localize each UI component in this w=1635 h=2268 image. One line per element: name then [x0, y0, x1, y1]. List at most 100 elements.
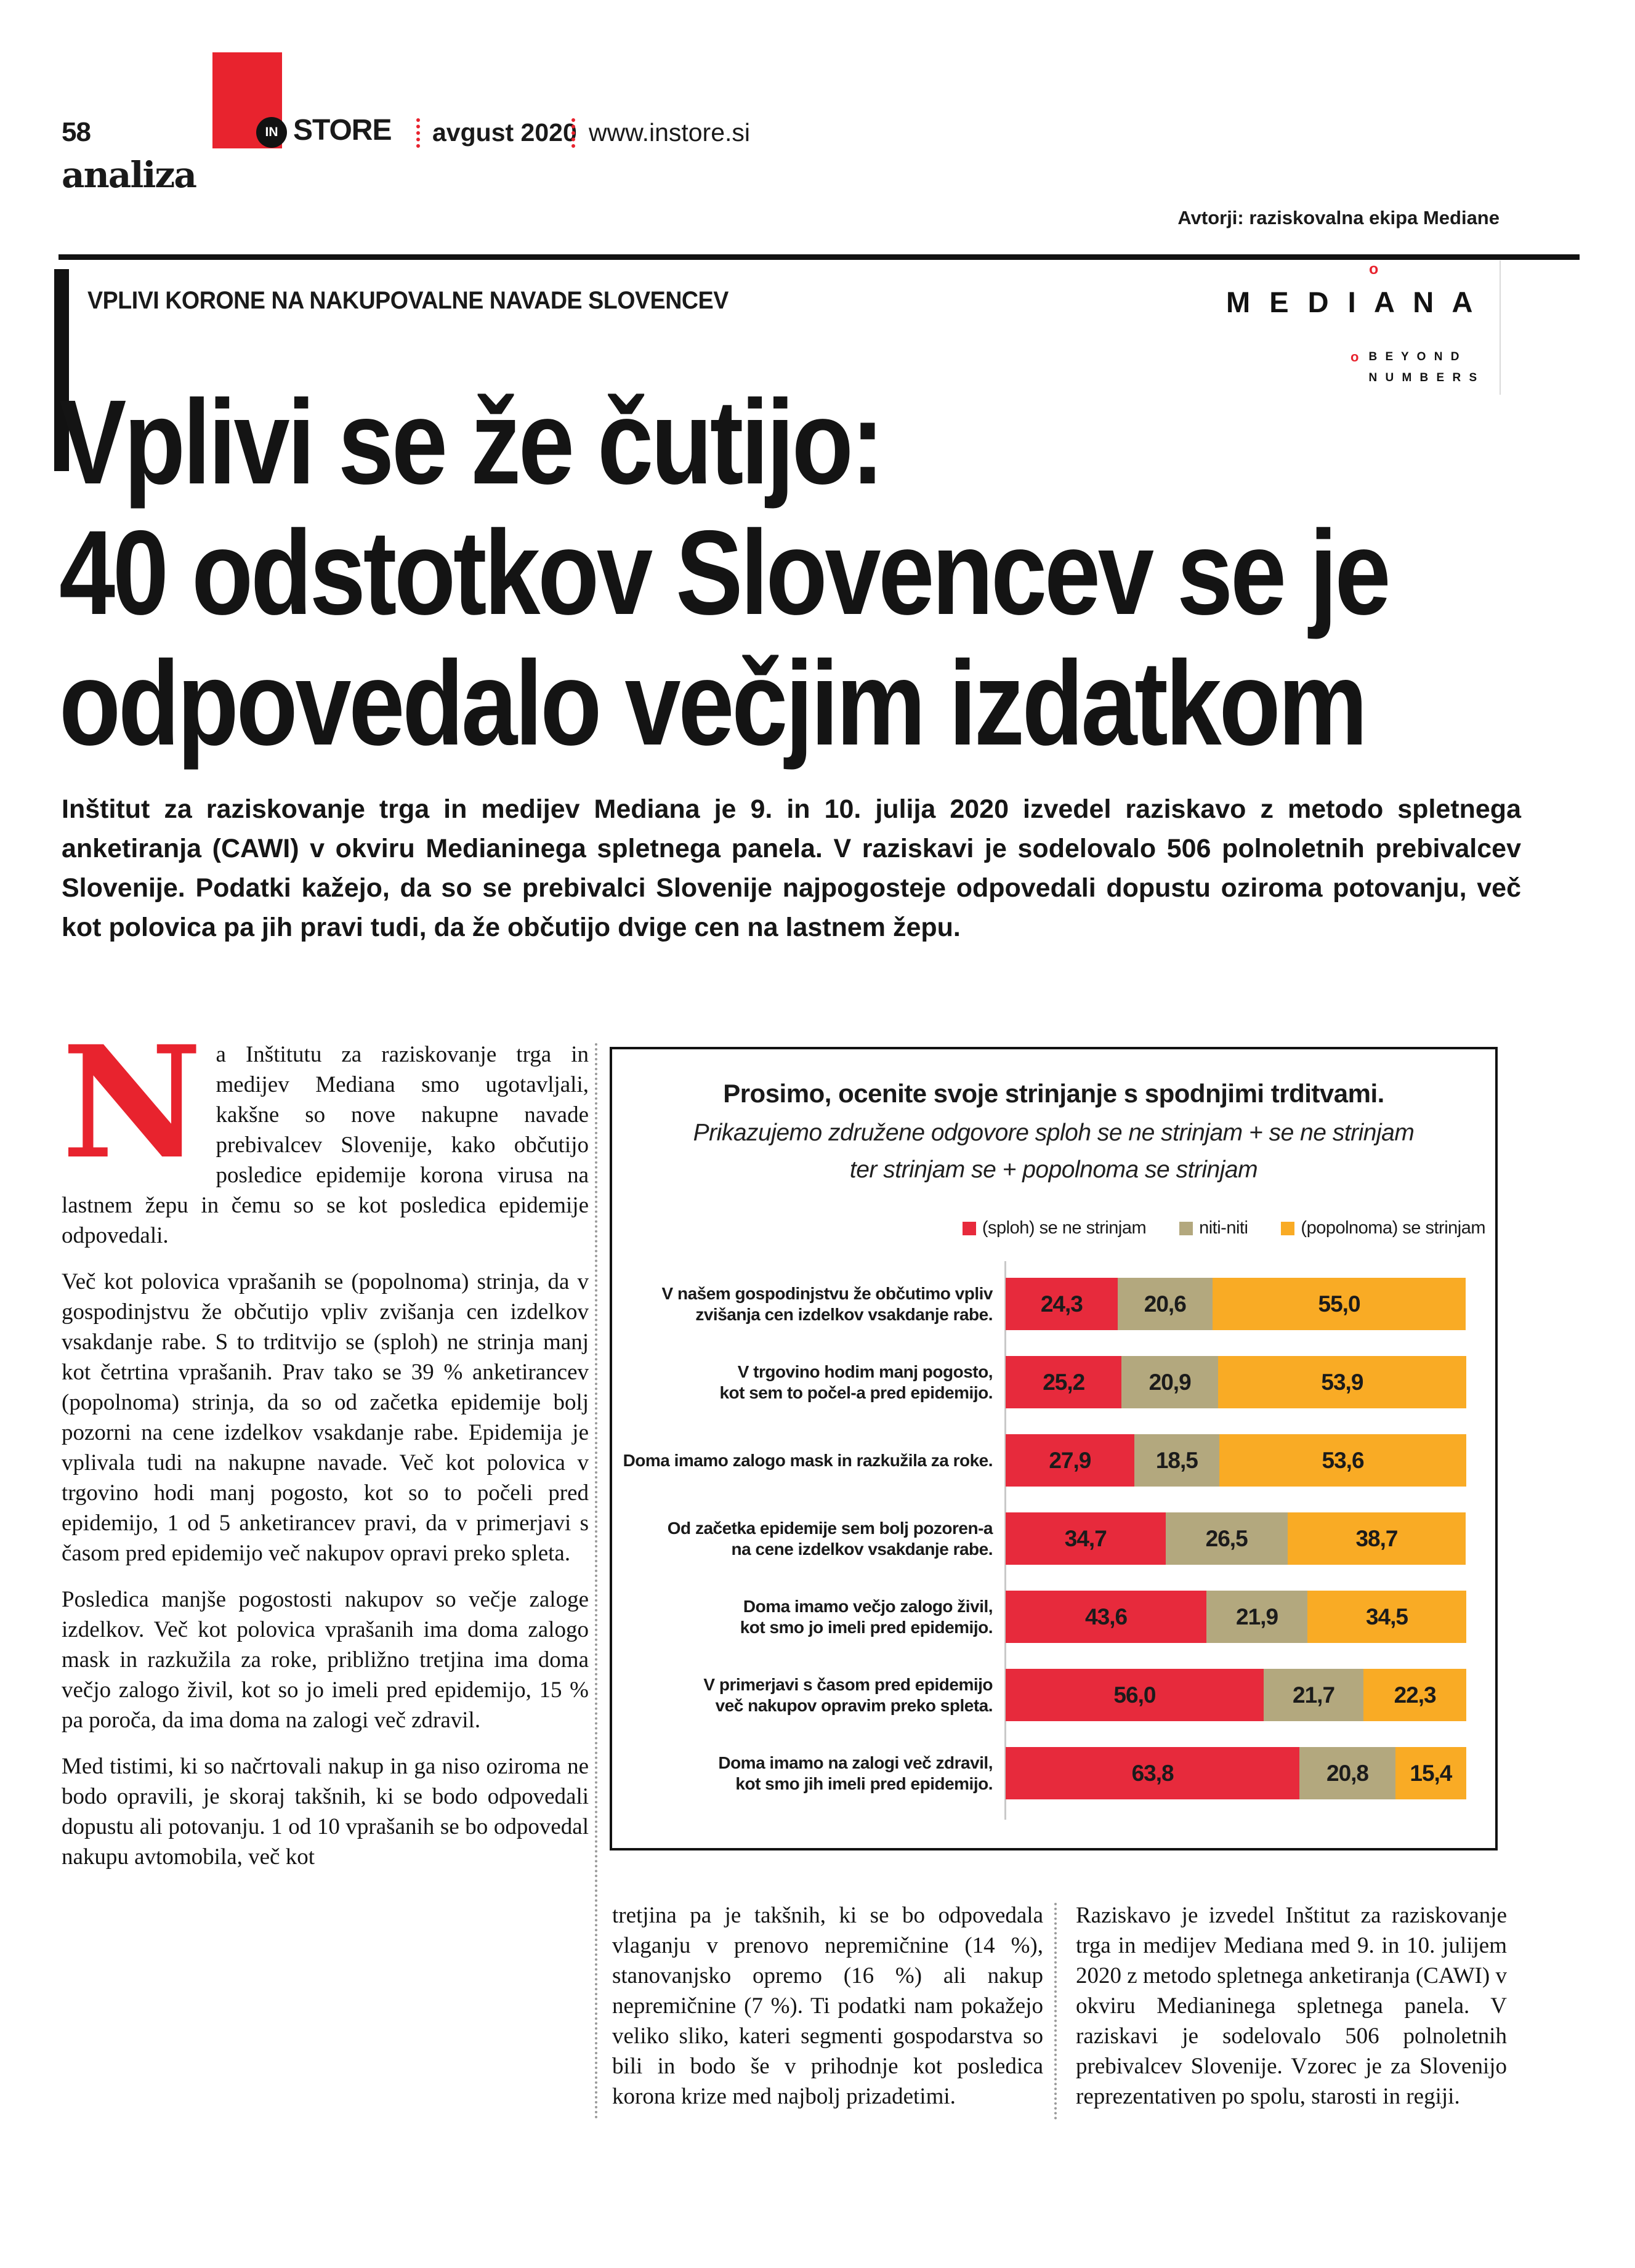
- bar-category-label-line: Doma imamo zalogo mask in razkužila za r…: [623, 1450, 993, 1470]
- website-url: www.instore.si: [589, 118, 751, 147]
- bar-segment: 21,9: [1206, 1591, 1307, 1643]
- instore-in-badge: IN: [256, 117, 287, 148]
- article-paragraph: Več kot polovica vprašanih se (popolnoma…: [62, 1269, 589, 1566]
- stacked-bar: 24,3 20,6 55,0: [1006, 1278, 1466, 1330]
- bar-category-label-line: V primerjavi s časom pred epidemijo: [703, 1674, 993, 1694]
- headline: Vplivi se že čutijo: 40 odstotkov Sloven…: [59, 377, 1635, 769]
- horizontal-rule: [59, 254, 1580, 260]
- bar-category-label-line: V našem gospodinjstvu že občutimo vpliv: [661, 1283, 993, 1303]
- chart-subtitle-line2: ter strinjam se + popolnoma se strinjam: [849, 1156, 1258, 1183]
- legend-item: (popolnoma) se strinjam: [1281, 1218, 1485, 1238]
- mediana-logo-name: M E D I A N A: [1226, 286, 1479, 318]
- paragraph-text: a Inštitutu za raziskovanje trga in medi…: [62, 1042, 589, 1248]
- chart-bar-row: Doma imamo zalogo mask in razkužila za r…: [612, 1434, 1495, 1487]
- article-paragraph: tretjina pa je takšnih, ki se bo odpoved…: [612, 1903, 1043, 2109]
- stacked-bar: 34,7 26,5 38,7: [1006, 1512, 1466, 1565]
- bar-segment: 21,7: [1263, 1669, 1364, 1721]
- headline-line2: 40 odstotkov Slovencev se je: [59, 506, 1391, 640]
- legend-label: niti-niti: [1199, 1218, 1248, 1238]
- mediana-tagline: o B E Y O N D N U M B E R S: [1350, 347, 1479, 389]
- chart-bar-row: Doma imamo na zalogi več zdravil, kot smo…: [612, 1747, 1495, 1799]
- bar-segment: 55,0: [1212, 1278, 1466, 1330]
- article-column-right: Raziskavo je izvedel Inštitut za razisko…: [1076, 1900, 1507, 2112]
- bar-segment: 27,9: [1006, 1434, 1134, 1487]
- bar-category-label-line: Doma imamo na zalogi več zdravil,: [718, 1753, 993, 1772]
- bar-segment: 34,7: [1006, 1512, 1166, 1565]
- column-divider-dotted: [1054, 1903, 1057, 2120]
- column-divider-dotted: [595, 1043, 597, 2120]
- header-divider-icon: [416, 118, 420, 148]
- bar-segment: 26,5: [1165, 1512, 1288, 1565]
- bar-category-label-line: kot smo jo imeli pred epidemijo.: [740, 1617, 993, 1637]
- mediana-dot-icon: o: [1350, 349, 1359, 365]
- chart-bar-row: V našem gospodinjstvu že občutimo vpliv z…: [612, 1278, 1495, 1330]
- drop-cap: N: [62, 1012, 203, 1193]
- article-paragraph: Posledica manjše pogostosti nakupov so v…: [62, 1587, 589, 1733]
- bar-segment: 22,3: [1363, 1669, 1466, 1721]
- issue-date: avgust 2020: [432, 118, 577, 147]
- bar-category-label: V našem gospodinjstvu že občutimo vpliv z…: [612, 1278, 993, 1330]
- bar-segment: 18,5: [1134, 1434, 1220, 1487]
- bar-category-label-line: Doma imamo večjo zalogo živil,: [743, 1596, 993, 1616]
- kicker-accent-bar: [54, 269, 69, 471]
- legend-swatch-icon: [962, 1221, 976, 1235]
- survey-chart: Prosimo, ocenite svoje strinjanje s spod…: [610, 1047, 1498, 1850]
- bar-segment: 34,5: [1307, 1591, 1466, 1643]
- mediana-dot-icon: o: [1369, 260, 1379, 278]
- article-paragraph: Raziskavo je izvedel Inštitut za razisko…: [1076, 1903, 1507, 2109]
- mediana-tagline-line1: B E Y O N D: [1368, 350, 1462, 363]
- bar-category-label: Doma imamo na zalogi več zdravil, kot smo…: [612, 1747, 993, 1799]
- bar-segment: 56,0: [1006, 1669, 1264, 1721]
- headline-line1: Vplivi se že čutijo:: [59, 375, 884, 509]
- bar-segment: 25,2: [1006, 1356, 1122, 1408]
- instore-logo-text: STORE: [293, 114, 392, 147]
- chart-title: Prosimo, ocenite svoje strinjanje s spod…: [723, 1079, 1384, 1108]
- stacked-bar: 27,9 18,5 53,6: [1006, 1434, 1466, 1487]
- legend-label: (sploh) se ne strinjam: [982, 1218, 1147, 1238]
- bar-segment: 20,6: [1117, 1278, 1213, 1330]
- article-paragraph: Med tistimi, ki so načrtovali nakup in g…: [62, 1754, 589, 1870]
- bar-category-label-line: na cene izdelkov vsakdanje rabe.: [731, 1539, 993, 1559]
- legend-label: (popolnoma) se strinjam: [1301, 1218, 1485, 1238]
- bar-segment: 15,4: [1395, 1747, 1466, 1799]
- bar-category-label: V primerjavi s časom pred epidemijo več n…: [612, 1669, 993, 1721]
- bar-category-label-line: kot sem to počel-a pred epidemijo.: [719, 1382, 993, 1402]
- bar-category-label-line: V trgovino hodim manj pogosto,: [737, 1362, 993, 1381]
- chart-axis-line: [1004, 1261, 1006, 1820]
- headline-line3: odpovedalo večjim izdatkom: [59, 636, 1368, 770]
- stacked-bar: 63,8 20,8 15,4: [1006, 1747, 1466, 1799]
- bar-segment: 43,6: [1006, 1591, 1207, 1643]
- article-kicker: VPLIVI KORONE NA NAKUPOVALNE NAVADE SLOV…: [87, 287, 729, 314]
- mediana-logo: o M E D I A N A o B E Y O N D N U M B E …: [1222, 260, 1501, 395]
- bar-segment: 53,9: [1217, 1356, 1466, 1408]
- bar-category-label-line: Od začetka epidemije sem bolj pozoren-a: [667, 1518, 993, 1538]
- stacked-bar: 56,0 21,7 22,3: [1006, 1669, 1466, 1721]
- bar-segment: 38,7: [1287, 1512, 1466, 1565]
- header-divider-icon: [571, 118, 575, 148]
- bar-category-label: Doma imamo zalogo mask in razkužila za r…: [612, 1434, 993, 1487]
- legend-item: (sploh) se ne strinjam: [962, 1218, 1147, 1238]
- chart-bar-row: Doma imamo večjo zalogo živil, kot smo jo…: [612, 1591, 1495, 1643]
- bar-segment: 63,8: [1006, 1747, 1300, 1799]
- section-title: analiza: [62, 154, 197, 196]
- bar-category-label: V trgovino hodim manj pogosto, kot sem to…: [612, 1356, 993, 1408]
- legend-swatch-icon: [1179, 1221, 1193, 1235]
- legend-item: niti-niti: [1179, 1218, 1248, 1238]
- legend-swatch-icon: [1281, 1221, 1295, 1235]
- bar-segment: 20,9: [1121, 1356, 1218, 1408]
- bar-category-label: Od začetka epidemije sem bolj pozoren-a n…: [612, 1512, 993, 1565]
- chart-bar-row: V trgovino hodim manj pogosto, kot sem to…: [612, 1356, 1495, 1408]
- chart-bar-row: V primerjavi s časom pred epidemijo več n…: [612, 1669, 1495, 1721]
- chart-subtitle-line1: Prikazujemo združene odgovore sploh se n…: [693, 1120, 1415, 1146]
- lead-paragraph: Inštitut za raziskovanje trga in medijev…: [62, 794, 1521, 942]
- bar-segment: 53,6: [1219, 1434, 1466, 1487]
- article-column-middle: tretjina pa je takšnih, ki se bo odpoved…: [612, 1900, 1043, 2112]
- bar-category-label-line: kot smo jih imeli pred epidemijo.: [735, 1774, 993, 1793]
- page-number: 58: [62, 117, 91, 147]
- stacked-bar: 43,6 21,9 34,5: [1006, 1591, 1466, 1643]
- bar-category-label: Doma imamo večjo zalogo živil, kot smo jo…: [612, 1591, 993, 1643]
- bar-segment: 24,3: [1006, 1278, 1118, 1330]
